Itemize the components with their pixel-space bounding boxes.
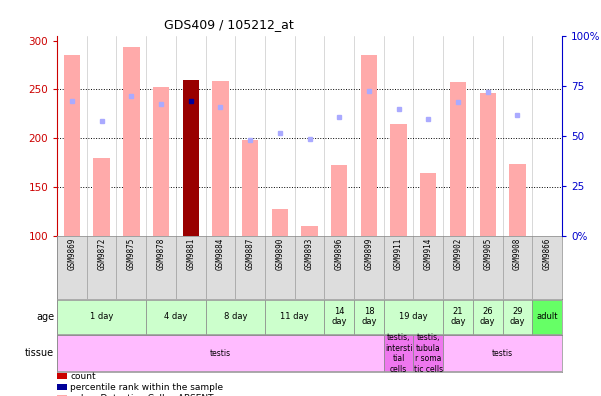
Bar (473, 300, 502, 334)
Bar (64, 55, 80, 236)
Text: GSM9896: GSM9896 (335, 238, 344, 270)
Text: GSM9914: GSM9914 (424, 238, 433, 270)
Bar (361, 55, 377, 236)
Text: 26
day: 26 day (480, 307, 495, 326)
Text: GDS409 / 105212_at: GDS409 / 105212_at (163, 18, 293, 31)
Text: testis,
intersti
tial
cells: testis, intersti tial cells (385, 333, 412, 373)
Bar (443, 300, 473, 334)
Bar (153, 88, 169, 236)
Bar (384, 300, 443, 334)
Text: testis: testis (492, 349, 513, 358)
Bar (57, 335, 384, 371)
Text: 21
day: 21 day (450, 307, 466, 326)
Text: 18
day: 18 day (361, 307, 377, 326)
Text: GSM9890: GSM9890 (275, 238, 284, 270)
Bar (146, 300, 206, 334)
Bar (206, 300, 265, 334)
Bar (272, 209, 288, 236)
Bar (502, 300, 532, 334)
Bar (532, 300, 562, 334)
Text: GSM9869: GSM9869 (67, 238, 76, 270)
Text: testis: testis (210, 349, 231, 358)
Bar (242, 140, 258, 236)
Text: 14
day: 14 day (332, 307, 347, 326)
Bar (57, 300, 146, 334)
Text: 11 day: 11 day (280, 312, 309, 321)
Bar (183, 80, 199, 236)
Text: GSM9878: GSM9878 (156, 238, 165, 270)
Text: count: count (70, 372, 96, 381)
Text: GSM9887: GSM9887 (246, 238, 255, 270)
Text: age: age (36, 312, 54, 322)
Bar (325, 300, 354, 334)
Text: GSM9875: GSM9875 (127, 238, 136, 270)
Text: 8 day: 8 day (224, 312, 247, 321)
Bar (212, 80, 228, 236)
Bar (413, 335, 443, 371)
Text: 19 day: 19 day (399, 312, 428, 321)
Text: 4 day: 4 day (164, 312, 188, 321)
Text: GSM9866: GSM9866 (543, 238, 552, 270)
Bar (94, 158, 110, 236)
Text: GSM9911: GSM9911 (394, 238, 403, 270)
Bar (265, 300, 325, 334)
Text: GSM9881: GSM9881 (186, 238, 195, 270)
Text: tissue: tissue (25, 348, 54, 358)
Bar (509, 164, 525, 236)
Text: percentile rank within the sample: percentile rank within the sample (70, 383, 224, 392)
Text: 29
day: 29 day (510, 307, 525, 326)
Bar (391, 124, 407, 236)
Text: value, Detection Call = ABSENT: value, Detection Call = ABSENT (70, 394, 214, 396)
Text: GSM9908: GSM9908 (513, 238, 522, 270)
Text: GSM9893: GSM9893 (305, 238, 314, 270)
Bar (384, 335, 413, 371)
Bar (123, 48, 139, 236)
Text: 1 day: 1 day (90, 312, 114, 321)
Text: GSM9884: GSM9884 (216, 238, 225, 270)
Bar (354, 300, 384, 334)
Text: GSM9905: GSM9905 (483, 238, 492, 270)
Bar (443, 335, 562, 371)
Bar (480, 93, 496, 236)
Bar (331, 166, 347, 236)
Bar (450, 82, 466, 236)
Text: testis,
tubula
r soma
tic cells: testis, tubula r soma tic cells (413, 333, 443, 373)
Text: adult: adult (536, 312, 558, 321)
Bar (420, 173, 436, 236)
Bar (301, 226, 318, 236)
Text: GSM9899: GSM9899 (364, 238, 373, 270)
Text: GSM9872: GSM9872 (97, 238, 106, 270)
Text: GSM9902: GSM9902 (454, 238, 463, 270)
